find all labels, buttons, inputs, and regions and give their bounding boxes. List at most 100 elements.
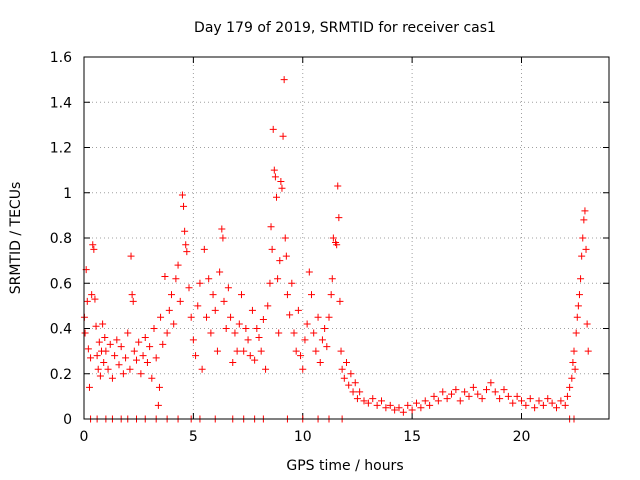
data-point [91,295,99,303]
data-point [174,261,182,269]
data-point [165,306,173,314]
y-tick-label: 0.8 [50,231,72,247]
data-point [356,388,364,396]
data-point [413,399,420,407]
data-point [299,365,307,373]
data-point [345,381,353,389]
data-point [452,386,460,394]
data-point [288,279,296,287]
data-point [87,354,95,362]
data-point [176,297,184,305]
x-tick-label: 15 [403,429,421,445]
data-point [522,401,530,409]
data-point [135,338,143,346]
data-point [577,275,585,283]
data-point [155,383,163,391]
data-point [277,177,285,185]
data-point [340,374,348,382]
y-tick-label: 1 [63,186,72,202]
data-point [378,397,385,405]
data-point [364,399,372,407]
data-point [303,320,311,328]
data-point [108,374,116,382]
y-tick-label: 1.2 [50,141,72,157]
data-point [337,347,345,355]
data-point [286,311,294,319]
data-point [168,291,175,299]
data-point [231,329,239,337]
data-point [126,365,134,373]
data-point [154,401,162,409]
data-point [227,313,235,321]
plot-frame [83,56,610,420]
data-point [336,297,344,305]
data-point [316,358,324,366]
data-point [101,334,109,342]
x-axis-label: GPS time / hours [286,458,403,474]
data-point [292,347,300,355]
data-point [310,329,318,337]
data-point [139,352,147,360]
data-point [181,227,189,235]
data-point [279,132,287,140]
data-point [487,379,495,387]
data-point [526,395,534,403]
data-point [143,358,151,366]
data-point [182,241,190,249]
data-point [544,395,552,403]
data-point [580,216,588,224]
data-point [582,245,590,253]
data-point [209,291,217,299]
data-point [504,392,512,400]
data-point [129,297,137,305]
data-point [259,315,267,323]
data-point [244,336,252,344]
data-point [267,223,275,231]
data-point [189,336,197,344]
data-point [102,347,110,355]
data-point [335,214,343,222]
data-point [96,372,104,380]
data-point [301,336,309,344]
data-point [94,365,102,373]
data-point [571,365,579,373]
data-point [325,313,333,321]
data-point [196,279,204,287]
data-point [222,325,230,332]
data-point [321,325,329,332]
data-point [578,252,586,260]
data-point [251,356,259,364]
data-point [185,284,193,292]
data-point [404,401,412,409]
data-point [570,347,578,355]
data-point [349,388,357,396]
data-point [200,245,208,253]
data-point [178,191,186,199]
data-point [81,329,89,337]
data-point [535,397,543,405]
data-points [80,76,592,423]
data-point [248,306,256,314]
x-tick-label: 10 [294,429,312,445]
data-point [275,329,283,337]
data-point [113,336,121,344]
data-point [180,202,188,210]
data-point [421,397,429,405]
data-point [88,291,96,299]
data-point [308,291,315,299]
data-point [233,347,241,355]
data-point [268,245,276,253]
data-point [95,338,103,346]
data-point [100,358,108,366]
data-point [127,252,135,260]
data-point [283,291,291,299]
data-point [353,395,361,403]
y-axis-label: SRMTID / TECUs [8,182,24,295]
data-point [280,76,288,84]
data-point [104,365,112,373]
data-point [513,392,521,400]
data-point [426,401,434,409]
data-point [318,336,326,344]
data-point [391,406,399,414]
data-point [333,241,341,249]
